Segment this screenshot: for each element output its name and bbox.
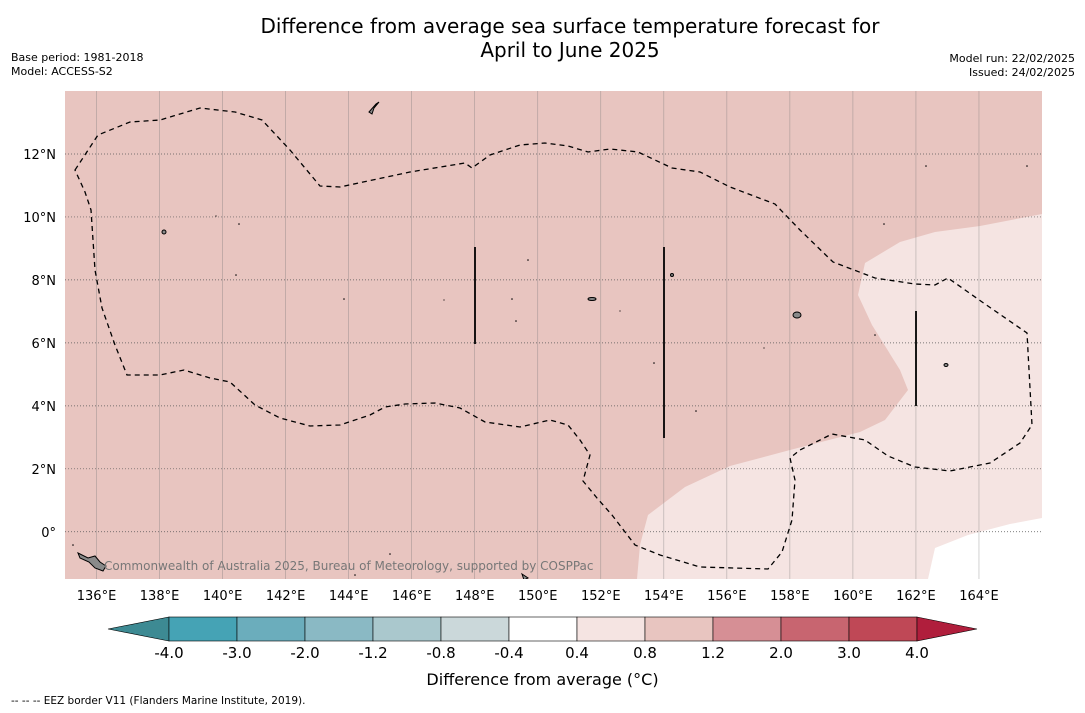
colorbar-segment: [848, 616, 918, 642]
colorbar-tick-label: 3.0: [837, 644, 861, 662]
lon-tick-label: 152°E: [581, 589, 621, 604]
lon-tick-labels: 136°E 138°E 140°E 142°E 144°E 146°E 148°E 150°E…: [77, 589, 999, 604]
islet: [354, 574, 356, 576]
meta-right: Model run: 22/02/2025 Issued: 24/02/2025: [949, 52, 1075, 80]
colorbar-tick-label: -3.0: [222, 644, 251, 662]
lon-tick-label: 144°E: [329, 589, 369, 604]
map-title-line1: Difference from average sea surface temp…: [260, 14, 880, 38]
colorbar-segment: [644, 616, 714, 642]
island: [161, 229, 167, 235]
map-title-line2: April to June 2025: [480, 38, 660, 62]
island: [587, 297, 597, 301]
colorbar-segment: [440, 616, 510, 642]
lon-tick-label: 164°E: [959, 589, 999, 604]
lon-tick-label: 154°E: [644, 589, 684, 604]
colorbar-tick-label: -0.8: [426, 644, 455, 662]
islet: [925, 165, 927, 167]
islet: [874, 334, 876, 336]
islet: [389, 553, 391, 555]
colorbar-tick-label: 4.0: [905, 644, 929, 662]
small-islets: [72, 165, 1028, 576]
lon-tick-label: 160°E: [833, 589, 873, 604]
colorbar-label: Difference from average (°C): [426, 670, 659, 689]
eez-border-line: [74, 107, 1033, 570]
lat-tick-label: 2°N: [32, 463, 57, 478]
model-run-text: Model run: 22/02/2025: [949, 52, 1075, 65]
footnote-text: -- -- -- EEZ border V11 (Flanders Marine…: [11, 695, 306, 707]
colorbar-segment: [372, 616, 442, 642]
copyright-text: Commonwealth of Australia 2025, Bureau o…: [104, 559, 594, 573]
islet: [235, 274, 237, 276]
lat-tick-label: 8°N: [32, 274, 57, 289]
island: [943, 363, 949, 367]
lat-tick-label: 0°: [41, 526, 56, 541]
anomaly-region-0.4-0.8: [637, 214, 1042, 579]
lon-tick-label: 150°E: [518, 589, 558, 604]
islet: [443, 299, 445, 301]
map-title: Difference from average sea surface temp…: [0, 14, 1085, 62]
colorbar-tick-label: 0.4: [565, 644, 589, 662]
islet: [1026, 165, 1028, 167]
lon-tick-label: 136°E: [77, 589, 117, 604]
lon-tick-label: 158°E: [770, 589, 810, 604]
lat-tick-label: 10°N: [23, 211, 56, 226]
islet: [619, 310, 621, 312]
colorbar: -4.0 -3.0 -2.0 -1.2 -0.8 -0.4 0.4 0.8 1.2 2.0 3.0 4…: [107, 616, 978, 662]
colorbar-segments: [168, 616, 918, 642]
colorbar-segment: [236, 616, 306, 642]
colorbar-tick-label: 2.0: [769, 644, 793, 662]
islet: [238, 223, 240, 225]
islet: [215, 215, 217, 217]
islet: [763, 347, 765, 349]
colorbar-tick-label: 1.2: [701, 644, 725, 662]
colorbar-segment: [508, 616, 578, 642]
lon-tick-label: 138°E: [140, 589, 180, 604]
island: [521, 572, 529, 579]
colorbar-tick-label: -4.0: [154, 644, 183, 662]
islet: [695, 410, 697, 412]
lat-tick-label: 12°N: [23, 148, 56, 163]
lon-tick-label: 148°E: [455, 589, 495, 604]
colorbar-segment: [168, 616, 238, 642]
model-text: Model: ACCESS-S2: [11, 65, 113, 78]
lon-tick-label: 156°E: [707, 589, 747, 604]
colorbar-segment: [304, 616, 374, 642]
colorbar-tick-labels: -4.0 -3.0 -2.0 -1.2 -0.8 -0.4 0.4 0.8 1.2 2.0 3.0 4…: [154, 644, 929, 662]
lon-tick-label: 162°E: [896, 589, 936, 604]
lat-tick-label: 6°N: [32, 337, 57, 352]
lat-tick-labels: 12°N 10°N 8°N 6°N 4°N 2°N 0°: [23, 148, 56, 541]
island-guam: [368, 101, 380, 115]
islet: [883, 223, 885, 225]
colorbar-tick-label: -2.0: [290, 644, 319, 662]
lon-tick-label: 142°E: [266, 589, 306, 604]
anomaly-region-neutral: [928, 518, 1042, 579]
islet: [343, 298, 345, 300]
colorbar-segment: [712, 616, 782, 642]
islet: [653, 362, 655, 364]
island-pohnpei: [792, 311, 802, 319]
colorbar-tick-label: 0.8: [633, 644, 657, 662]
issued-text: Issued: 24/02/2025: [968, 66, 1075, 79]
meta-left: Base period: 1981-2018 Model: ACCESS-S2: [11, 51, 143, 79]
base-period-text: Base period: 1981-2018: [11, 51, 144, 64]
colorbar-tick-label: -1.2: [358, 644, 387, 662]
lon-tick-label: 146°E: [392, 589, 432, 604]
lon-tick-label: 140°E: [203, 589, 243, 604]
islands: [77, 101, 949, 579]
colorbar-tick-label: -0.4: [494, 644, 523, 662]
colorbar-over-triangle: [916, 616, 978, 642]
islet: [515, 320, 517, 322]
lat-tick-label: 4°N: [32, 400, 57, 415]
colorbar-segment: [780, 616, 850, 642]
island: [670, 273, 674, 277]
colorbar-segment: [576, 616, 646, 642]
island-new-guinea: [77, 551, 107, 572]
islet: [72, 544, 74, 546]
islet: [527, 259, 529, 261]
map-frame: [65, 91, 1042, 579]
islet: [511, 298, 513, 300]
colorbar-under-triangle: [107, 616, 170, 642]
